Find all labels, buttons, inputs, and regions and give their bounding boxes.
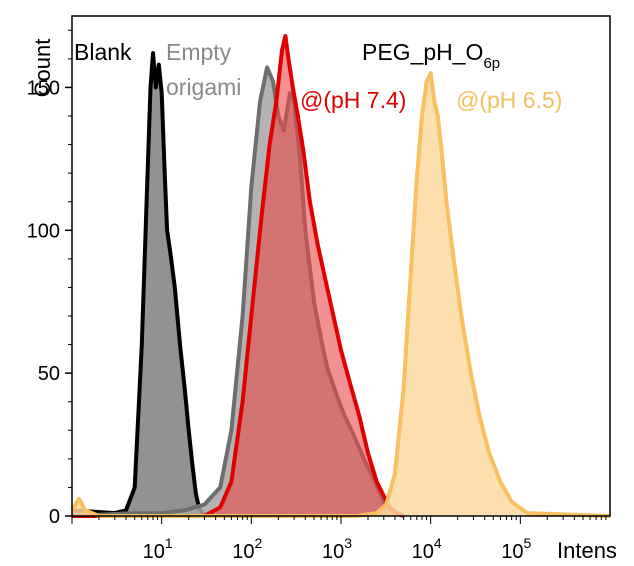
chart-title-main: PEG_pH_O xyxy=(362,39,483,65)
series-line-blank xyxy=(71,51,208,518)
ticks-layer: 0 50 100 150 101 102 103 104 105 xyxy=(27,29,607,563)
y-tick-label: 150 xyxy=(27,77,60,99)
x-axis-title: Intens xyxy=(557,538,617,563)
y-axis-title: Count xyxy=(30,39,55,98)
chart-title: PEG_pH_O6p xyxy=(362,39,500,72)
series-layer xyxy=(70,34,611,518)
x-tick-label: 104 xyxy=(412,535,442,563)
series-area-blank xyxy=(72,53,207,516)
legend-label-empty-origami: Empty origami xyxy=(166,39,241,100)
legend-label-ph65: @(pH 6.5) xyxy=(456,87,562,113)
x-tick-label: 103 xyxy=(322,535,352,563)
series-area-ph-7-4 xyxy=(72,36,404,516)
legend-label-empty-origami-line2: origami xyxy=(166,74,241,100)
x-tick-label: 102 xyxy=(232,535,262,563)
legend-label-ph74: @(pH 7.4) xyxy=(300,87,406,113)
chart-title-subscript: 6p xyxy=(483,55,500,72)
y-tick-label: 0 xyxy=(49,506,60,528)
series-line-ph-6-5 xyxy=(70,71,611,518)
series-line-ph-7-4 xyxy=(72,34,405,518)
x-tick-label: 105 xyxy=(501,535,531,563)
x-tick-label: 101 xyxy=(143,535,173,563)
legend-label-empty-origami-line1: Empty xyxy=(166,39,232,65)
y-tick-label: 50 xyxy=(38,363,60,385)
y-tick-label: 100 xyxy=(27,220,60,242)
legend-label-blank: Blank xyxy=(74,39,132,65)
